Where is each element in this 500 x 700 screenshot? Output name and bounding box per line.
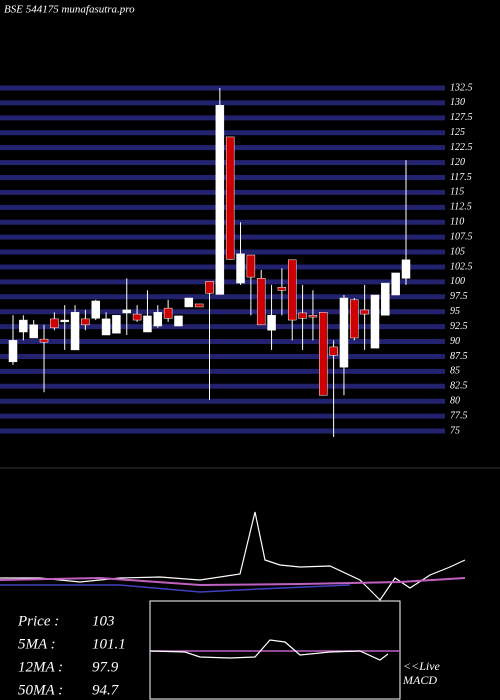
candle-body <box>60 319 69 323</box>
stat-label: Price : <box>17 613 59 629</box>
inset-label: MACD <box>402 673 437 687</box>
indicator-ma2 <box>0 584 351 593</box>
candle-body <box>401 259 411 279</box>
candle-body <box>267 315 276 331</box>
candle-body <box>153 312 163 327</box>
candle-body <box>29 324 38 339</box>
candle-body <box>70 312 80 351</box>
candle-body <box>236 253 245 284</box>
stat-label: 50MA : <box>18 682 63 698</box>
candle-body <box>308 315 318 318</box>
y-tick-label: 85 <box>450 366 460 377</box>
candle-body <box>246 254 256 278</box>
indicator-line <box>0 511 466 601</box>
y-tick-label: 112.5 <box>450 202 472 213</box>
candle-body <box>319 312 328 396</box>
y-tick-label: 130 <box>450 97 465 108</box>
candle-body <box>184 297 194 308</box>
y-tick-label: 125 <box>450 127 465 138</box>
stat-value: 94.7 <box>92 682 120 698</box>
stat-value: 103 <box>92 613 115 629</box>
candle-body <box>350 299 359 339</box>
candle-body <box>381 282 390 316</box>
candle-body <box>132 313 142 321</box>
y-tick-label: 107.5 <box>450 231 473 242</box>
candle-body <box>81 318 90 326</box>
y-tick-label: 87.5 <box>450 351 468 362</box>
candle-body <box>143 315 152 333</box>
stat-label: 12MA : <box>18 659 63 675</box>
y-tick-label: 110 <box>450 217 464 228</box>
candle-body <box>287 259 297 321</box>
y-tick-label: 100 <box>450 276 465 287</box>
y-tick-label: 75 <box>450 425 460 436</box>
y-tick-label: 80 <box>450 396 460 407</box>
candle-body <box>101 318 111 336</box>
chart-title: BSE 544175 munafasutra.pro <box>4 4 135 16</box>
candle-body <box>112 315 121 334</box>
candle-body <box>256 278 266 326</box>
stat-value: 97.9 <box>92 659 119 675</box>
y-tick-label: 105 <box>450 246 465 257</box>
candle-body <box>215 105 225 295</box>
candle-body <box>19 319 28 333</box>
macd-box <box>149 600 401 700</box>
candle-body <box>8 340 18 363</box>
candle-body <box>329 346 338 356</box>
y-tick-label: 90 <box>450 336 460 347</box>
candle-body <box>205 281 214 294</box>
candle-body <box>370 294 380 349</box>
y-tick-label: 82.5 <box>450 381 468 392</box>
candle-body <box>360 309 369 315</box>
candle-body <box>163 307 173 319</box>
macd-line <box>149 639 389 661</box>
inset-label: <<Live <box>403 659 441 673</box>
y-tick-label: 115 <box>450 187 464 198</box>
stat-value: 101.1 <box>92 636 126 652</box>
candle-body <box>339 297 349 368</box>
candle-body <box>225 136 235 260</box>
y-tick-label: 97.5 <box>450 291 468 302</box>
y-tick-label: 132.5 <box>450 82 473 93</box>
candle-body <box>277 287 287 291</box>
indicator-ma <box>0 576 466 587</box>
y-tick-label: 117.5 <box>450 172 472 183</box>
candle-body <box>194 303 204 308</box>
y-tick-label: 95 <box>450 306 460 317</box>
y-tick-label: 127.5 <box>450 112 473 123</box>
stat-label: 5MA : <box>18 636 56 652</box>
candle-body <box>391 272 400 296</box>
candle-body <box>298 312 307 319</box>
y-tick-label: 102.5 <box>450 261 473 272</box>
candle-body <box>39 338 49 343</box>
y-tick-label: 77.5 <box>450 410 468 421</box>
candle-body <box>91 300 100 319</box>
y-tick-label: 122.5 <box>450 142 473 153</box>
candle-body <box>174 315 183 327</box>
y-tick-label: 92.5 <box>450 321 468 332</box>
candle-body <box>50 318 59 329</box>
candle-body <box>122 309 132 314</box>
y-tick-label: 120 <box>450 157 465 168</box>
